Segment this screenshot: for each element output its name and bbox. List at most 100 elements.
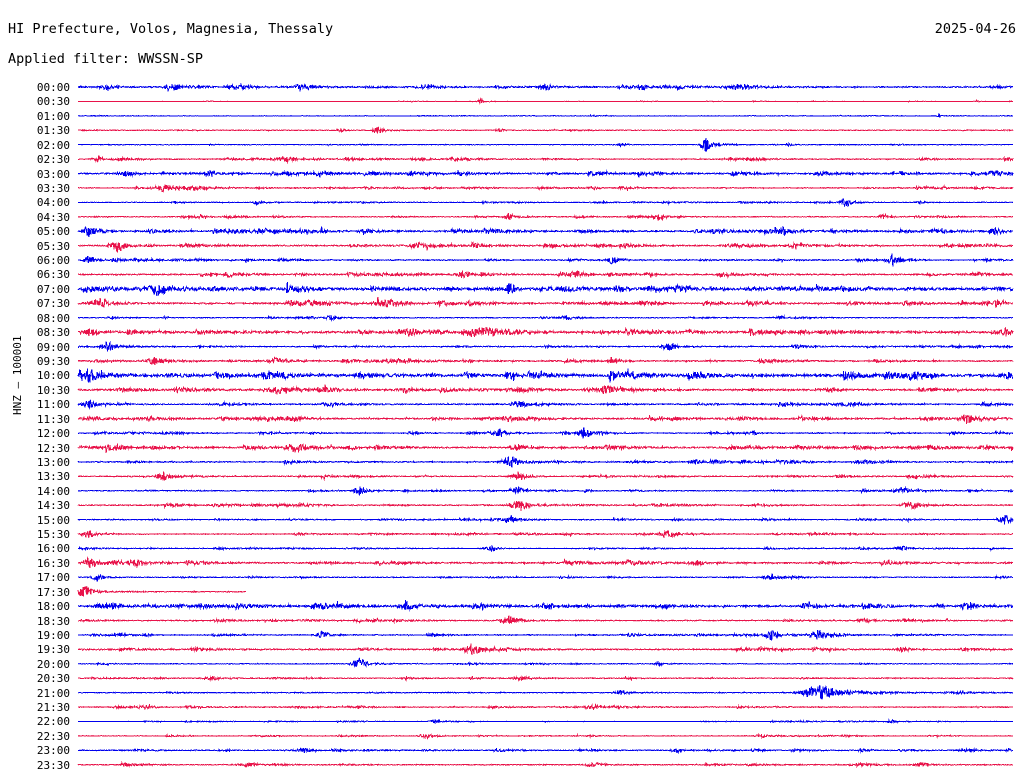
seismic-trace: [77, 702, 1014, 711]
seismic-trace: [77, 241, 1014, 253]
seismic-trace: [77, 414, 1014, 424]
time-tick-0430: 04:30: [36, 210, 70, 224]
seismic-trace: [77, 514, 1014, 525]
seismic-trace: [77, 443, 1014, 453]
seismic-trace: [77, 657, 1014, 669]
time-tick-1900: 19:00: [36, 628, 70, 642]
seismic-trace: [77, 643, 1014, 655]
time-tick-2130: 21:30: [36, 701, 70, 715]
time-tick-0900: 09:00: [36, 340, 70, 354]
applied-filter-label: Applied filter: WWSSN-SP: [8, 51, 204, 67]
time-tick-1700: 17:00: [36, 571, 70, 585]
time-tick-0300: 03:00: [36, 167, 70, 181]
time-tick-0100: 01:00: [36, 109, 70, 123]
seismic-trace: [78, 615, 1014, 625]
time-tick-0130: 01:30: [36, 124, 70, 138]
time-tick-2330: 23:30: [36, 758, 70, 772]
time-tick-0200: 02:00: [36, 138, 70, 152]
time-tick-2000: 20:00: [36, 657, 70, 671]
time-tick-0630: 06:30: [36, 268, 70, 282]
time-tick-1630: 16:30: [36, 556, 70, 570]
seismic-trace: [77, 184, 1014, 193]
time-tick-1300: 13:00: [36, 455, 70, 469]
seismic-trace: [77, 471, 1014, 482]
seismic-trace: [77, 225, 1014, 238]
seismic-trace: [77, 297, 1014, 309]
seismic-trace: [77, 198, 1014, 208]
time-tick-1130: 11:30: [36, 412, 70, 426]
seismic-trace: [77, 675, 1014, 683]
seismic-trace: [77, 427, 1014, 439]
time-tick-1500: 15:00: [36, 513, 70, 527]
time-tick-0930: 09:30: [36, 354, 70, 368]
trace-canvas: [77, 82, 1014, 768]
seismic-trace: [77, 96, 1014, 105]
time-tick-1000: 10:00: [36, 369, 70, 383]
time-tick-2100: 21:00: [36, 686, 70, 700]
time-tick-1930: 19:30: [36, 643, 70, 657]
time-tick-1230: 12:30: [36, 441, 70, 455]
seismic-trace: [77, 253, 1014, 267]
seismic-trace: [77, 529, 1014, 539]
seismic-trace: [77, 112, 1013, 119]
seismic-trace: [77, 384, 1014, 396]
seismic-trace: [77, 485, 1014, 496]
time-tick-1400: 14:00: [36, 484, 70, 498]
time-tick-0600: 06:00: [36, 254, 70, 268]
seismogram-plot: 00:00 00:30 01:00 01:30 02:00 02:30 03:00 03:30…: [0, 78, 1024, 778]
time-tick-2030: 20:30: [36, 672, 70, 686]
seismic-trace: [77, 356, 1014, 366]
time-tick-0400: 04:00: [36, 196, 70, 210]
seismic-trace: [77, 270, 1014, 279]
seismic-trace: [77, 500, 1014, 511]
time-tick-1530: 15:30: [36, 528, 70, 542]
seismic-trace: [77, 327, 1014, 338]
time-tick-1430: 14:30: [36, 499, 70, 513]
time-tick-2300: 23:00: [36, 744, 70, 758]
seismic-trace: [77, 138, 1014, 152]
time-tick-0330: 03:30: [36, 181, 70, 195]
time-tick-0530: 05:30: [36, 239, 70, 253]
seismic-trace: [77, 684, 1014, 700]
seismic-trace: [77, 281, 1014, 296]
seismic-trace: [77, 760, 1014, 768]
seismic-trace: [77, 456, 1014, 468]
seismic-trace: [77, 155, 1014, 165]
seismic-trace: [77, 600, 1014, 612]
seismic-trace: [77, 126, 1014, 134]
time-tick-2230: 22:30: [36, 729, 70, 743]
seismic-trace: [77, 573, 1014, 582]
seismic-trace: [77, 545, 1014, 553]
time-tick-1200: 12:00: [36, 427, 70, 441]
time-tick-1600: 16:00: [36, 542, 70, 556]
record-date: 2025-04-26: [934, 21, 1016, 37]
time-tick-0730: 07:30: [36, 297, 70, 311]
time-tick-1030: 10:30: [36, 383, 70, 397]
seismic-trace: [77, 368, 1014, 383]
time-tick-1800: 18:00: [36, 600, 70, 614]
time-tick-1730: 17:30: [36, 585, 70, 599]
seismic-trace: [77, 340, 1014, 352]
seismic-trace: [77, 746, 1014, 755]
time-tick-1330: 13:30: [36, 470, 70, 484]
seismic-trace: [77, 556, 1014, 569]
time-tick-0000: 00:00: [36, 81, 70, 94]
seismic-trace: [77, 629, 1014, 641]
time-tick-1100: 11:00: [36, 398, 70, 412]
time-tick-0800: 08:00: [36, 311, 70, 325]
time-tick-2200: 22:00: [36, 715, 70, 729]
seismic-trace: [77, 212, 1014, 222]
time-tick-0500: 05:00: [36, 225, 70, 239]
seismic-trace: [77, 169, 1014, 178]
time-tick-0230: 02:30: [36, 153, 70, 167]
page-title: HI Prefecture, Volos, Magnesia, Thessaly: [8, 21, 334, 37]
time-tick-0830: 08:30: [36, 326, 70, 340]
time-tick-0700: 07:00: [36, 282, 70, 296]
seismic-trace: [77, 585, 246, 597]
time-tick-0030: 00:30: [36, 95, 70, 109]
seismic-trace: [77, 314, 1014, 322]
seismic-trace: [77, 718, 1014, 725]
seismic-trace: [77, 82, 1014, 93]
seismic-trace: [77, 732, 1014, 740]
